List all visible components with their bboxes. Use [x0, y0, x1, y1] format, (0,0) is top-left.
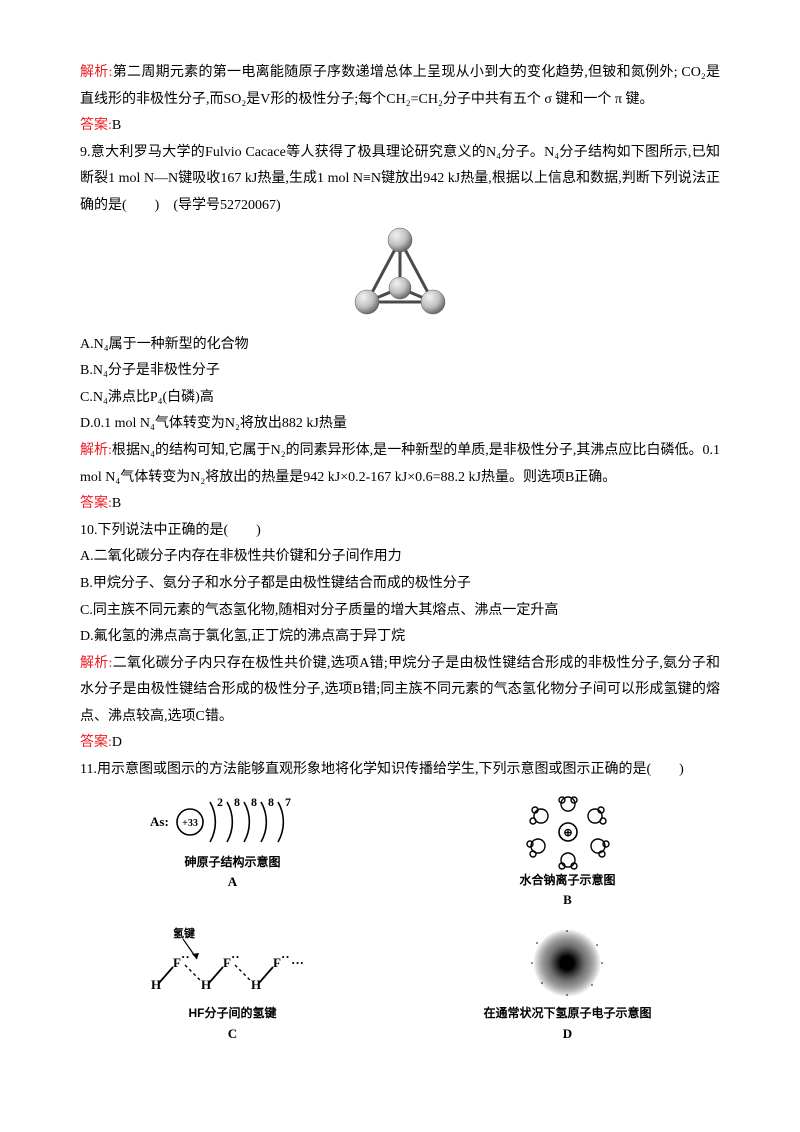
q10-num: 10. [80, 523, 98, 538]
hf-hbond-icon: 氢键 H F ·· H F ·· H F [143, 923, 323, 1003]
figA-prefix: As: [150, 814, 169, 829]
q10-stem-text: 下列说法中正确的是( ) [98, 523, 261, 538]
figA-shell-2: 8 [251, 795, 257, 809]
answer-label: 答案: [80, 735, 112, 750]
q11-stem: 11.用示意图或图示的方法能够直观形象地将化学知识传播给学生,下列示意图或图示正… [80, 757, 720, 784]
q10-optA: A.二氧化碳分子内存在非极性共价键和分子间作用力 [80, 544, 720, 571]
q9-optB: B.N₄分子是非极性分子 [80, 358, 720, 385]
q10-analysis: 解析:二氧化碳分子内只存在极性共价键,选项A错;甲烷分子是由极性键结合形成的非极… [80, 651, 720, 731]
analysis-label: 解析: [80, 656, 112, 671]
figC-letter: C [143, 1022, 323, 1047]
svg-text:F: F [173, 955, 181, 970]
analysis-label: 解析: [80, 443, 112, 458]
q10-answer: 答案:D [80, 730, 720, 757]
q10-optB: B.甲烷分子、氨分子和水分子都是由极性键结合而成的极性分子 [80, 571, 720, 598]
q8-analysis-text: 第二周期元素的第一电离能随原子序数递增总体上呈现从小到大的变化趋势,但铍和氮例外… [80, 65, 720, 107]
q10-analysis-text: 二氧化碳分子内只存在极性共价键,选项A错;甲烷分子是由极性键结合形成的非极性分子… [80, 656, 720, 724]
q8-answer-text: B [112, 118, 121, 133]
figD-letter: D [483, 1022, 651, 1047]
q9-answer: 答案:B [80, 491, 720, 518]
q11-figC: 氢键 H F ·· H F ·· H F [143, 923, 323, 1046]
q11-stem-text: 用示意图或图示的方法能够直观形象地将化学知识传播给学生,下列示意图或图示正确的是… [97, 762, 684, 777]
figD-caption: 在通常状况下氢原子电子示意图 [483, 1005, 651, 1022]
h-electron-cloud-icon [522, 923, 612, 1003]
q9-analysis: 解析:根据N₄的结构可知,它属于N₂的同素异形体,是一种新型的单质,是非极性分子… [80, 438, 720, 491]
figA-shell-0: 2 [217, 795, 223, 809]
q9-figure [80, 226, 720, 326]
figB-caption: 水合钠离子示意图 [513, 872, 623, 889]
svg-text:··: ·· [281, 949, 290, 964]
q11-figD: 在通常状况下氢原子电子示意图 D [483, 923, 651, 1046]
as-atom-icon: As: +33 2 8 8 8 7 [148, 792, 318, 852]
q9-answer-text: B [112, 496, 121, 511]
figC-hbond-label: 氢键 [173, 926, 196, 940]
svg-text:⊕: ⊕ [563, 827, 572, 839]
figB-letter: B [513, 888, 623, 913]
svg-text:F: F [273, 955, 281, 970]
analysis-label: 解析: [80, 65, 112, 80]
svg-text:··: ·· [181, 949, 190, 964]
svg-text:··: ·· [231, 949, 240, 964]
svg-text:H: H [151, 977, 161, 992]
answer-label: 答案: [80, 118, 112, 133]
q10-optD: D.氟化氢的沸点高于氯化氢,正丁烷的沸点高于异丁烷 [80, 624, 720, 651]
q8-answer: 答案:B [80, 113, 720, 140]
svg-text:F: F [223, 955, 231, 970]
q8-analysis: 解析:第二周期元素的第一电离能随原子序数递增总体上呈现从小到大的变化趋势,但铍和… [80, 60, 720, 113]
figA-caption: 砷原子结构示意图 [148, 854, 318, 871]
page: 解析:第二周期元素的第一电离能随原子序数递增总体上呈现从小到大的变化趋势,但铍和… [0, 0, 800, 1132]
q11-figA: As: +33 2 8 8 8 7 砷原子结构示意图 A [148, 792, 318, 913]
svg-text:H: H [251, 977, 261, 992]
figA-shell-1: 8 [234, 795, 240, 809]
figA-shell-4: 7 [285, 795, 291, 809]
q9-stem: 9.意大利罗马大学的Fulvio Cacace等人获得了极具理论研究意义的N₄分… [80, 140, 720, 220]
q9-optC: C.N₄沸点比P₄(白磷)高 [80, 385, 720, 412]
q9-analysis-text: 根据N₄的结构可知,它属于N₂的同素异形体,是一种新型的单质,是非极性分子,其沸… [80, 443, 720, 485]
svg-text:···: ··· [291, 955, 304, 970]
q9-stem-text: 意大利罗马大学的Fulvio Cacace等人获得了极具理论研究意义的N₄分子。… [80, 145, 720, 213]
q10-answer-text: D [112, 735, 122, 750]
q9-num: 9. [80, 145, 91, 160]
n4-tetrahedron-icon [345, 226, 455, 326]
figC-caption: HF分子间的氢键 [143, 1005, 323, 1022]
answer-label: 答案: [80, 496, 112, 511]
q10-optC: C.同主族不同元素的气态氢化物,随相对分子质量的增大其熔点、沸点一定升高 [80, 598, 720, 625]
figA-shell-3: 8 [268, 795, 274, 809]
q11-figures: As: +33 2 8 8 8 7 砷原子结构示意图 A ⊕ [80, 792, 720, 1047]
hydrated-na-icon: ⊕ [513, 792, 623, 870]
figA-center: +33 [182, 818, 198, 829]
q11-num: 11. [80, 762, 97, 777]
figA-letter: A [148, 870, 318, 895]
q9-optD: D.0.1 mol N₄气体转变为N₂将放出882 kJ热量 [80, 411, 720, 438]
q9-optA: A.N₄属于一种新型的化合物 [80, 332, 720, 359]
q10-stem: 10.下列说法中正确的是( ) [80, 518, 720, 545]
svg-text:H: H [201, 977, 211, 992]
q11-figB: ⊕ 水合钠离子示意图 B [513, 792, 623, 913]
